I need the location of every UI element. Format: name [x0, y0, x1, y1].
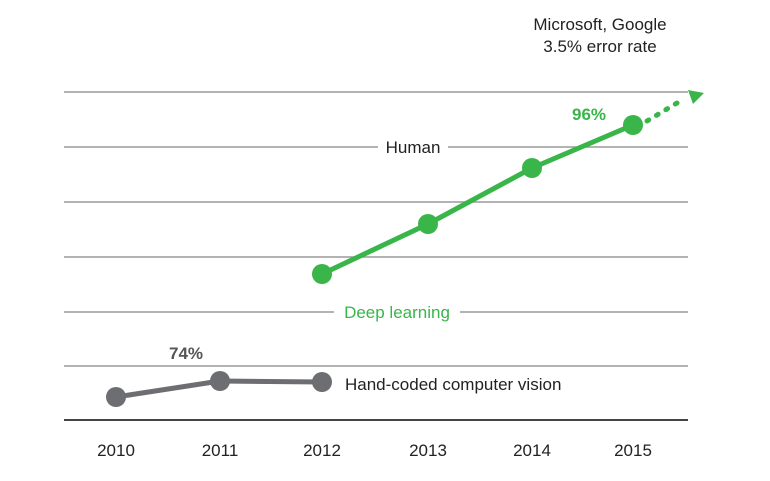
data-point-hand-coded-2012 — [312, 372, 332, 392]
human-label-bg — [378, 136, 448, 158]
data-point-deep-learning-2014 — [522, 158, 542, 178]
deep-learning-projection-line — [644, 97, 685, 124]
x-tick-label-2011: 2011 — [202, 441, 239, 460]
deep-learning-label-bg — [334, 300, 460, 324]
point-label-74pct: 74% — [169, 344, 203, 363]
data-point-deep-learning-2013 — [418, 214, 438, 234]
x-tick-label-2013: 2013 — [409, 441, 447, 460]
deep-learning-series-label: Deep learning — [344, 303, 450, 322]
data-point-hand-coded-2010 — [106, 387, 126, 407]
data-point-deep-learning-2012 — [312, 264, 332, 284]
series-line-deep-learning — [319, 122, 636, 277]
annotation-error-rate: Microsoft, Google 3.5% error rate — [490, 14, 710, 58]
x-tick-label-2015: 2015 — [614, 441, 652, 460]
human-reference-label: Human — [386, 138, 441, 157]
x-tick-label-2014: 2014 — [513, 441, 551, 460]
deep-learning-projection-arrowhead — [688, 90, 704, 104]
x-tick-label-2010: 2010 — [97, 441, 135, 460]
x-tick-label-2012: 2012 — [303, 441, 341, 460]
point-label-96pct: 96% — [572, 105, 606, 124]
data-point-deep-learning-2015 — [623, 115, 643, 135]
annotation-line-2: 3.5% error rate — [543, 37, 657, 56]
annotation-line-1: Microsoft, Google — [533, 15, 667, 34]
data-point-hand-coded-2011 — [210, 371, 230, 391]
hand-coded-series-label: Hand-coded computer vision — [345, 375, 561, 394]
